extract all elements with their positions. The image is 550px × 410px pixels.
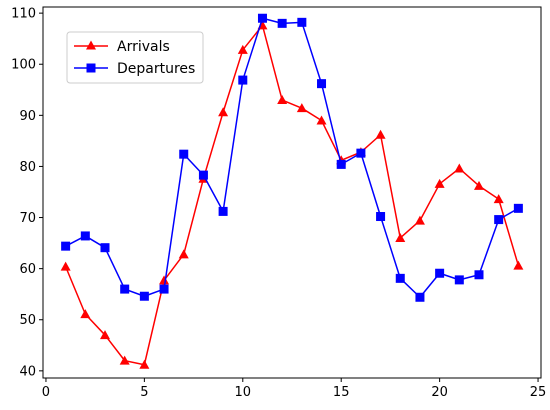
- data-point-arrivals: [316, 115, 327, 125]
- y-tick-label: 110: [11, 7, 36, 22]
- data-point-departures: [198, 170, 208, 180]
- data-point-arrivals: [139, 359, 150, 369]
- legend-marker-arrivals: [86, 40, 96, 50]
- data-point-departures: [474, 270, 484, 280]
- data-point-departures: [435, 268, 445, 278]
- x-tick-label: 25: [530, 385, 547, 400]
- data-point-arrivals: [296, 103, 307, 113]
- y-tick-label: 60: [19, 262, 36, 277]
- data-point-departures: [179, 149, 189, 159]
- data-point-arrivals: [100, 330, 111, 340]
- data-point-departures: [376, 212, 386, 222]
- data-point-arrivals: [414, 215, 425, 225]
- data-point-departures: [415, 292, 425, 302]
- data-point-departures: [100, 243, 110, 253]
- legend-label-departures: Departures: [117, 61, 195, 77]
- data-point-departures: [218, 206, 228, 216]
- data-point-departures: [238, 75, 248, 85]
- data-point-arrivals: [60, 261, 71, 271]
- data-point-arrivals: [395, 232, 406, 242]
- x-tick-label: 5: [140, 385, 148, 400]
- data-point-departures: [80, 231, 90, 241]
- legend-marker-departures: [86, 63, 96, 73]
- data-point-departures: [356, 148, 366, 158]
- data-point-departures: [277, 18, 287, 28]
- x-tick-label: 20: [431, 385, 448, 400]
- data-point-arrivals: [513, 260, 524, 270]
- data-point-arrivals: [277, 95, 288, 105]
- data-point-arrivals: [178, 249, 189, 259]
- series-line-arrivals: [64, 24, 520, 366]
- axis-ticks: 0 5 10 15 20 25 40 50 60 70 80 90 100 110: [11, 7, 546, 400]
- series-layer: [60, 13, 524, 369]
- data-point-arrivals: [375, 129, 386, 139]
- plot-frame: [42, 6, 542, 379]
- data-point-arrivals: [119, 355, 130, 365]
- data-point-departures: [139, 291, 149, 301]
- data-point-arrivals: [159, 275, 170, 285]
- y-tick-label: 80: [19, 160, 36, 175]
- data-point-departures: [513, 203, 523, 213]
- y-tick-label: 90: [19, 109, 36, 124]
- data-point-departures: [297, 17, 307, 27]
- data-point-arrivals: [80, 309, 91, 319]
- data-point-departures: [159, 284, 169, 294]
- y-tick-label: 70: [19, 211, 36, 226]
- data-point-departures: [395, 273, 405, 283]
- x-tick-label: 0: [42, 385, 50, 400]
- data-point-departures: [454, 275, 464, 285]
- data-point-departures: [336, 159, 346, 169]
- data-point-departures: [61, 241, 71, 251]
- x-tick-label: 15: [333, 385, 350, 400]
- legend-label-arrivals: Arrivals: [117, 39, 170, 55]
- data-point-arrivals: [434, 178, 445, 188]
- y-tick-label: 50: [19, 313, 36, 328]
- legend: Arrivals Departures: [66, 31, 204, 84]
- data-point-arrivals: [473, 180, 484, 190]
- data-point-departures: [317, 79, 327, 89]
- data-point-arrivals: [237, 44, 248, 54]
- data-point-departures: [257, 13, 267, 23]
- data-point-arrivals: [218, 107, 229, 117]
- y-tick-label: 40: [19, 364, 36, 379]
- legend-box: [66, 31, 204, 84]
- data-point-departures: [120, 284, 130, 294]
- data-point-arrivals: [493, 194, 504, 204]
- x-tick-label: 10: [235, 385, 252, 400]
- y-tick-label: 100: [11, 58, 36, 73]
- data-point-arrivals: [454, 163, 465, 173]
- data-point-departures: [494, 215, 504, 225]
